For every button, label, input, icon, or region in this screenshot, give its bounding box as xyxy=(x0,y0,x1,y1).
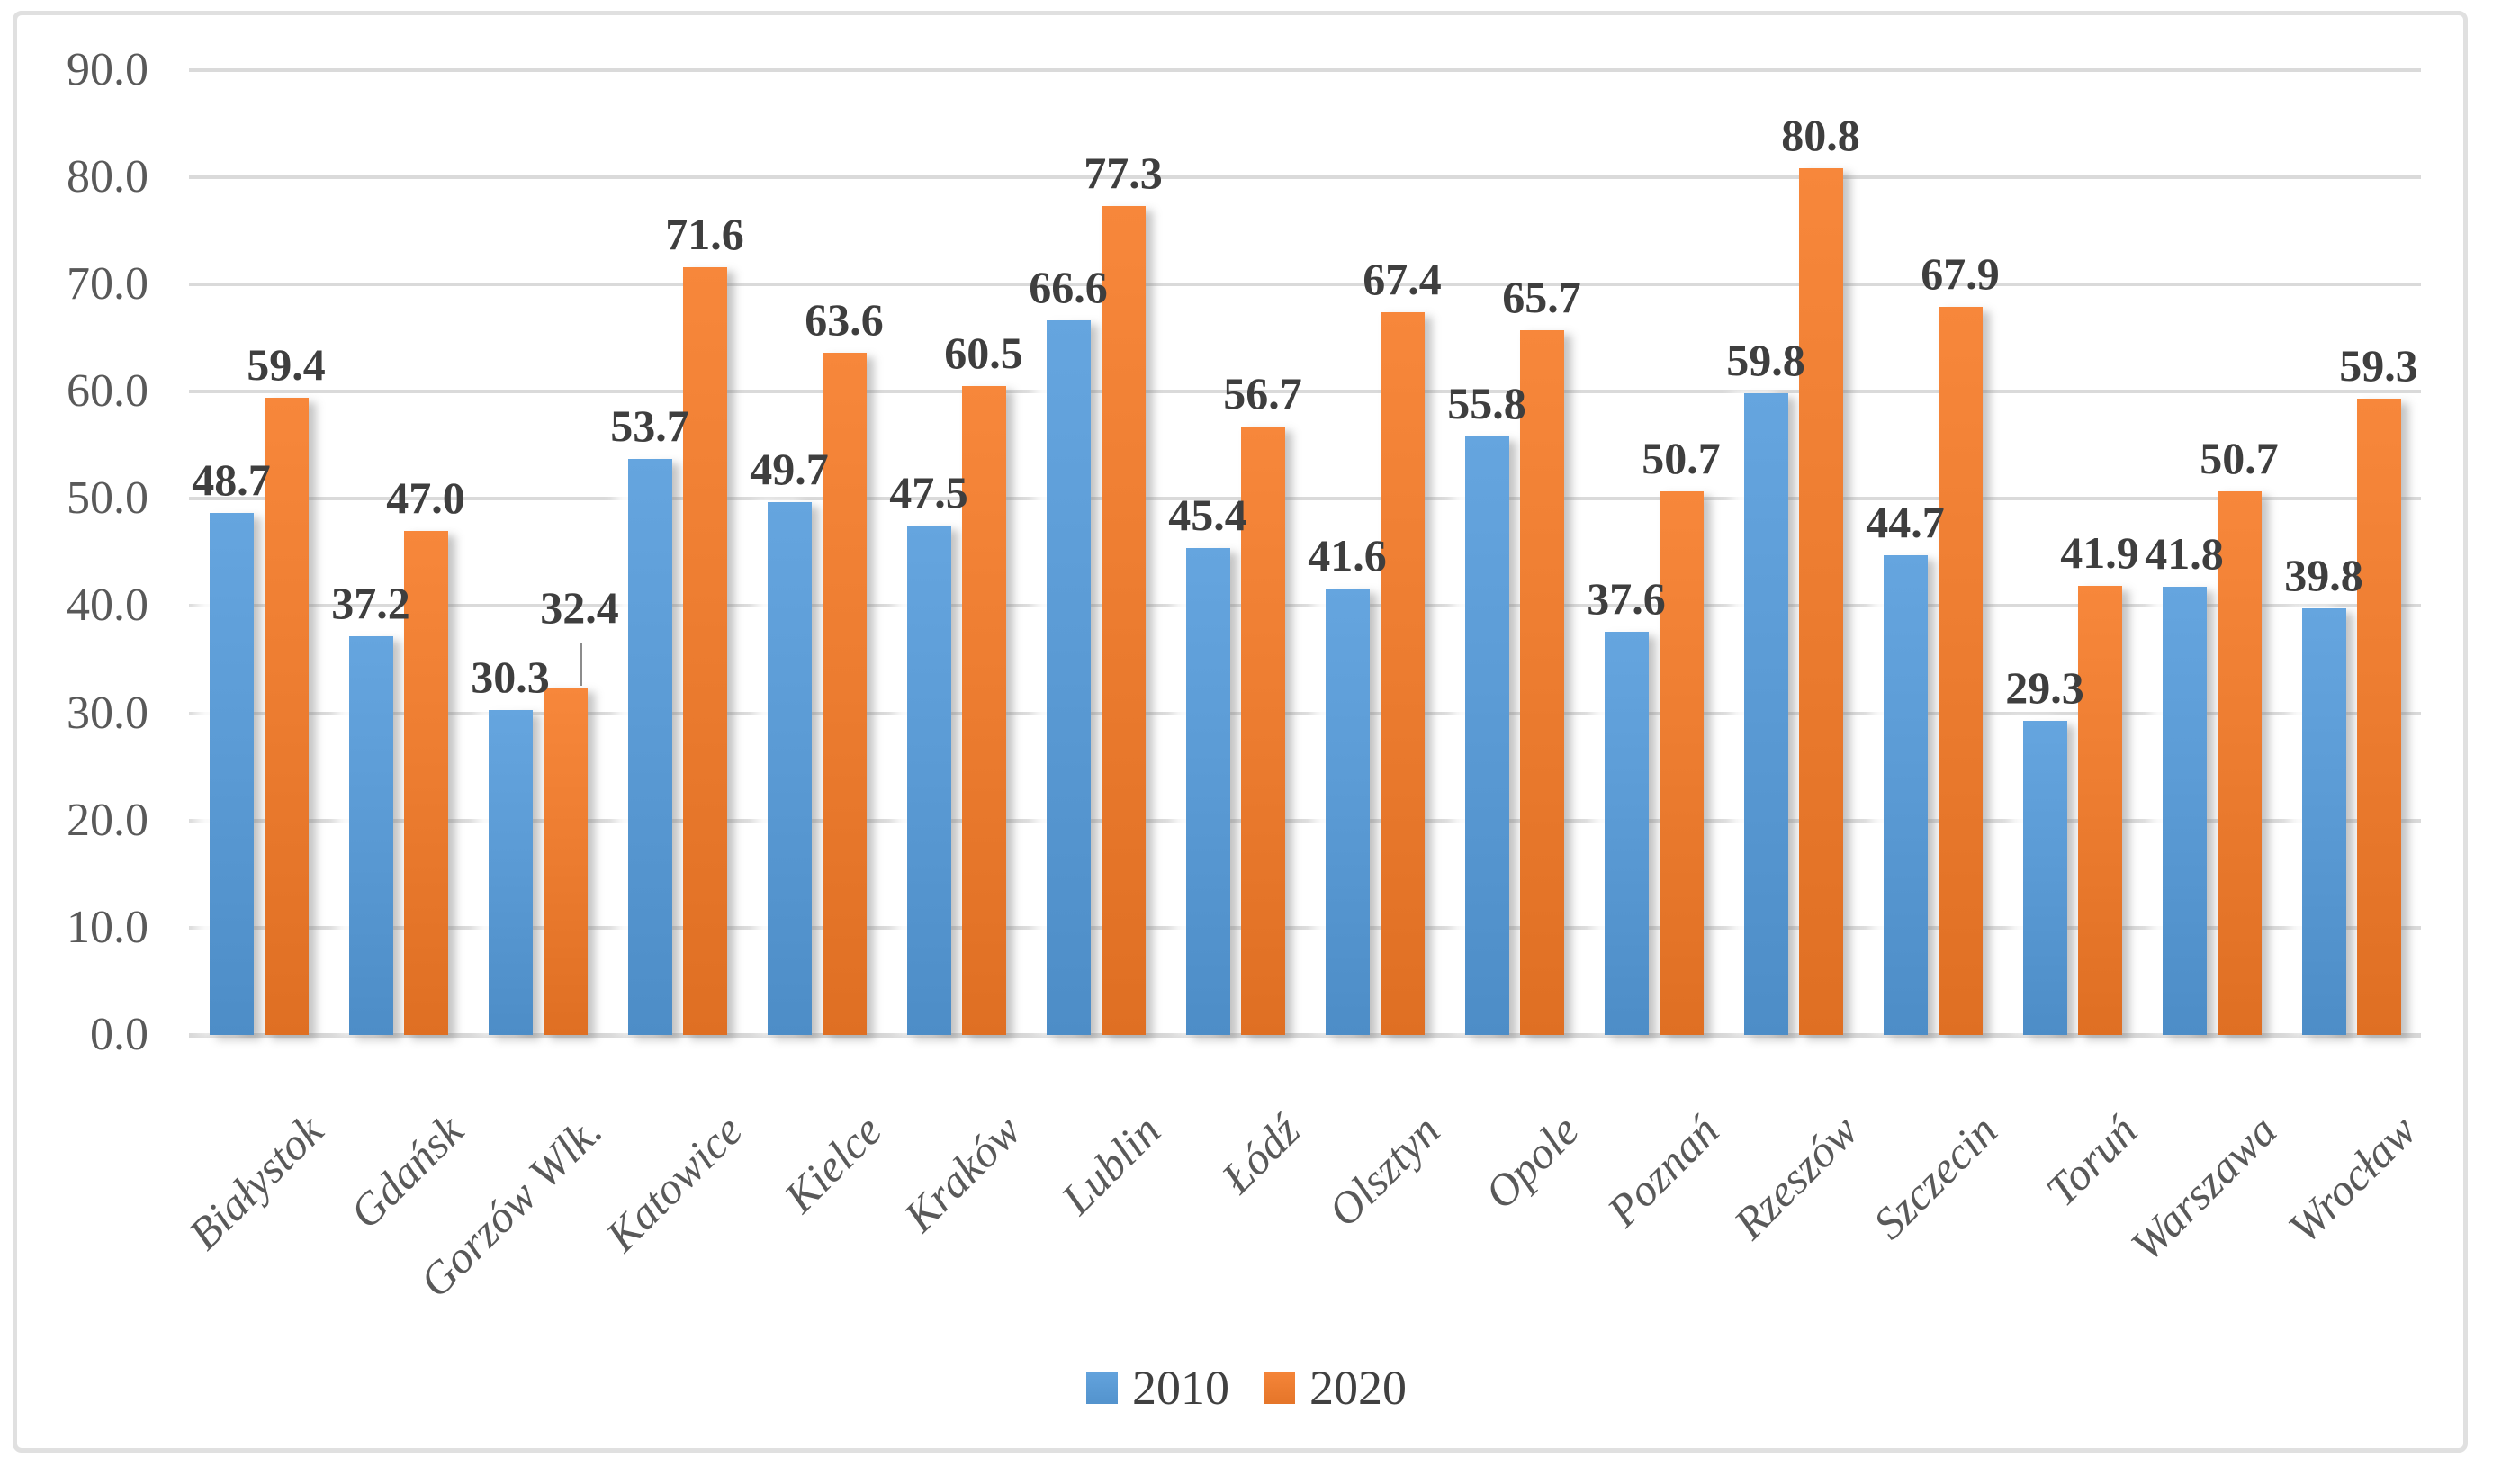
value-label-2020: 59.4 xyxy=(247,339,326,391)
value-label-2010: 49.7 xyxy=(750,443,829,494)
y-axis-tick-label: 50.0 xyxy=(67,472,148,525)
gridline xyxy=(189,818,2421,823)
bar-2020 xyxy=(961,386,1006,1035)
value-label-2020: 50.7 xyxy=(1642,432,1721,483)
gridline xyxy=(189,604,2421,608)
bar-2020 xyxy=(1798,168,1843,1035)
bar-2020 xyxy=(822,353,867,1035)
value-label-2010: 29.3 xyxy=(2005,661,2084,713)
legend-label-2020: 2020 xyxy=(1310,1361,1407,1415)
leader-line xyxy=(580,642,582,686)
bar-2020 xyxy=(403,530,448,1035)
bar-2020 xyxy=(543,687,588,1035)
bar-2010 xyxy=(1046,320,1091,1035)
y-axis-tick-label: 20.0 xyxy=(67,794,148,846)
y-axis-tick-label: 90.0 xyxy=(67,43,148,95)
bar-2020 xyxy=(1938,306,1983,1035)
bar-2020 xyxy=(1380,311,1425,1035)
y-axis-tick-label: 30.0 xyxy=(67,687,148,739)
bar-2020 xyxy=(682,266,727,1035)
value-label-2010: 41.8 xyxy=(2145,527,2224,579)
y-axis-tick-label: 70.0 xyxy=(67,257,148,310)
value-label-2020: 77.3 xyxy=(1084,147,1163,198)
value-label-2020: 50.7 xyxy=(2200,432,2279,483)
bar-2020 xyxy=(2356,399,2401,1035)
legend: 2010 2020 xyxy=(0,1361,2493,1415)
value-label-2020: 47.0 xyxy=(386,472,465,523)
bar-2020 xyxy=(2077,585,2122,1035)
value-label-2010: 45.4 xyxy=(1168,489,1247,540)
y-axis-tick-label: 40.0 xyxy=(67,580,148,632)
y-axis-tick-label: 60.0 xyxy=(67,365,148,417)
value-label-2010: 48.7 xyxy=(192,454,271,505)
bar-2010 xyxy=(1325,589,1370,1035)
y-axis-tick-label: 80.0 xyxy=(67,150,148,202)
value-label-2020: 80.8 xyxy=(1781,110,1860,161)
legend-swatch-2020 xyxy=(1264,1372,1295,1404)
value-label-2010: 59.8 xyxy=(1726,335,1805,386)
value-label-2010: 53.7 xyxy=(610,400,689,452)
bar-2020 xyxy=(1659,490,1704,1035)
value-label-2020: 63.6 xyxy=(805,294,884,346)
legend-item-2020: 2020 xyxy=(1264,1363,1407,1412)
legend-label-2010: 2010 xyxy=(1132,1361,1229,1415)
gridline xyxy=(189,175,2421,179)
y-axis-tick-label: 0.0 xyxy=(90,1009,148,1060)
value-label-2010: 44.7 xyxy=(1866,497,1945,548)
value-label-2020: 56.7 xyxy=(1223,368,1302,419)
value-label-2020: 32.4 xyxy=(540,581,619,633)
value-label-2010: 39.8 xyxy=(2284,549,2363,600)
value-label-2020: 41.9 xyxy=(2060,526,2139,578)
value-label-2020: 60.5 xyxy=(944,328,1023,379)
x-axis-line xyxy=(189,1033,2421,1038)
bar-2010 xyxy=(209,512,254,1035)
bar-2010 xyxy=(627,459,672,1035)
bar-2010 xyxy=(1185,547,1230,1035)
bar-2010 xyxy=(767,501,812,1035)
gridline xyxy=(189,925,2421,930)
value-label-2020: 67.9 xyxy=(1921,247,2000,299)
bar-2010 xyxy=(2301,607,2346,1035)
bar-2020 xyxy=(1240,427,1285,1035)
gridline xyxy=(189,711,2421,715)
bar-2010 xyxy=(348,635,393,1035)
bar-2010 xyxy=(906,525,951,1035)
bar-2010 xyxy=(1604,631,1649,1035)
value-label-2010: 30.3 xyxy=(471,651,550,702)
value-label-2010: 41.6 xyxy=(1308,530,1387,581)
value-label-2010: 37.2 xyxy=(331,577,410,628)
gridline xyxy=(189,497,2421,501)
bar-2010 xyxy=(1883,555,1928,1035)
gridline xyxy=(189,282,2421,286)
bar-2010 xyxy=(1464,436,1509,1035)
value-label-2020: 65.7 xyxy=(1502,272,1581,323)
bar-2010 xyxy=(2162,586,2207,1035)
bar-2020 xyxy=(1519,330,1564,1035)
bar-2020 xyxy=(2217,490,2262,1035)
bar-2010 xyxy=(1743,393,1788,1035)
legend-item-2010: 2010 xyxy=(1086,1363,1229,1412)
y-axis-tick-label: 10.0 xyxy=(67,901,148,953)
value-label-2020: 67.4 xyxy=(1363,253,1442,304)
bar-2010 xyxy=(488,709,533,1035)
value-label-2010: 55.8 xyxy=(1447,378,1526,429)
gridline xyxy=(189,390,2421,393)
value-label-2010: 66.6 xyxy=(1029,262,1108,313)
value-label-2010: 37.6 xyxy=(1587,572,1666,624)
gridline xyxy=(189,67,2421,72)
bar-2020 xyxy=(264,398,309,1035)
bar-2020 xyxy=(1101,205,1146,1035)
legend-swatch-2010 xyxy=(1086,1372,1118,1404)
value-label-2020: 71.6 xyxy=(665,208,744,259)
bar-2010 xyxy=(2022,720,2067,1035)
value-label-2020: 59.3 xyxy=(2339,340,2418,391)
value-label-2010: 47.5 xyxy=(889,466,968,517)
